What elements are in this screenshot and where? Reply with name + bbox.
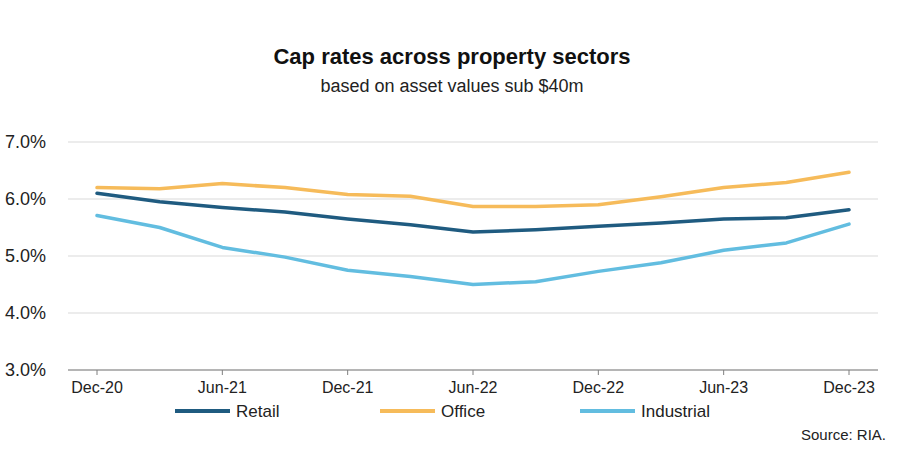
legend-swatch	[580, 409, 635, 413]
x-tick-label: Dec-21	[322, 379, 374, 396]
x-tick	[723, 370, 724, 375]
x-tick-label: Dec-20	[71, 379, 123, 396]
grid-line	[68, 256, 878, 257]
x-tick	[97, 370, 98, 375]
subtitle: based on asset values sub $40m	[320, 76, 583, 96]
x-tick	[473, 370, 474, 375]
y-tick-label: 7.0%	[5, 132, 46, 152]
x-tick-label: Jun-22	[449, 379, 498, 396]
chart: Cap rates across property sectors based o…	[0, 0, 900, 471]
legend-label: Office	[441, 402, 485, 421]
series-line	[97, 216, 849, 285]
series-line	[97, 172, 849, 206]
y-tick-label: 5.0%	[5, 246, 46, 266]
legend: Retail Office Industrial	[175, 402, 710, 421]
title: Cap rates across property sectors	[273, 44, 630, 69]
legend-swatch	[175, 409, 230, 413]
y-tick-label: 6.0%	[5, 189, 46, 209]
x-tick	[598, 370, 599, 375]
legend-label: Retail	[236, 402, 279, 421]
grid-line	[68, 313, 878, 314]
series-line	[97, 193, 849, 232]
x-tick-label: Jun-21	[198, 379, 247, 396]
source-note: Source: RIA.	[801, 426, 886, 443]
plot-area	[97, 172, 849, 284]
x-tick-label: Dec-22	[573, 379, 625, 396]
legend-swatch	[380, 409, 435, 413]
legend-label: Industrial	[641, 402, 710, 421]
x-tick-label: Dec-23	[823, 379, 875, 396]
x-tick-label: Jun-23	[699, 379, 748, 396]
x-tick	[222, 370, 223, 375]
y-tick-label: 3.0%	[5, 360, 46, 380]
grid-line	[68, 199, 878, 200]
x-tick	[849, 370, 850, 375]
x-tick	[347, 370, 348, 375]
y-tick-label: 4.0%	[5, 303, 46, 323]
grid-line	[68, 142, 878, 143]
